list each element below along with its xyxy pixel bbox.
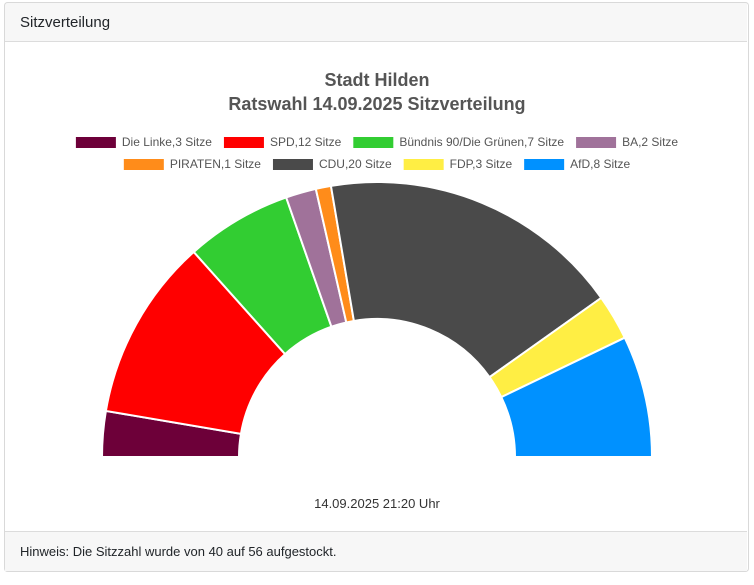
legend-label-6[interactable]: CDU,20 Sitze bbox=[319, 157, 392, 171]
legend-swatch-6[interactable] bbox=[272, 159, 313, 170]
slice-6[interactable] bbox=[329, 181, 603, 379]
chart-legend: Die Linke,3 Sitze SPD,12 Sitze Bündnis 90/… bbox=[75, 135, 678, 171]
legend-swatch-1[interactable] bbox=[75, 137, 116, 148]
legend-swatch-5[interactable] bbox=[123, 159, 164, 170]
legend-swatch-3[interactable] bbox=[353, 137, 394, 148]
footer-note: Hinweis: Die Sitzzahl wurde von 40 auf 5… bbox=[20, 544, 337, 559]
chart-timestamp: 14.09.2025 21:20 Uhr bbox=[314, 496, 440, 511]
chart-title-line-1: Stadt Hilden bbox=[324, 70, 429, 90]
card-header: Sitzverteilung bbox=[5, 3, 747, 42]
legend-swatch-4[interactable] bbox=[576, 137, 617, 148]
legend-label-4[interactable]: BA,2 Sitze bbox=[622, 135, 678, 149]
legend-swatch-8[interactable] bbox=[524, 159, 565, 170]
legend-label-2[interactable]: SPD,12 Sitze bbox=[270, 135, 342, 149]
card-footer: Hinweis: Die Sitzzahl wurde von 40 auf 5… bbox=[5, 531, 747, 571]
chart-title-line-2: Ratswahl 14.09.2025 Sitzverteilung bbox=[228, 94, 525, 114]
chart-slices bbox=[100, 181, 654, 458]
legend-swatch-2[interactable] bbox=[223, 137, 264, 148]
legend-label-3[interactable]: Bündnis 90/Die Grünen,7 Sitze bbox=[399, 135, 564, 149]
legend-label-7[interactable]: FDP,3 Sitze bbox=[450, 157, 513, 171]
legend-label-5[interactable]: PIRATEN,1 Sitze bbox=[170, 157, 261, 171]
slice-8[interactable] bbox=[499, 336, 654, 458]
legend-swatch-7[interactable] bbox=[403, 159, 444, 170]
card-title: Sitzverteilung bbox=[20, 14, 111, 31]
legend-label-1[interactable]: Die Linke,3 Sitze bbox=[122, 135, 212, 149]
legend-label-8[interactable]: AfD,8 Sitze bbox=[570, 157, 630, 171]
card-border bbox=[4, 2, 749, 572]
